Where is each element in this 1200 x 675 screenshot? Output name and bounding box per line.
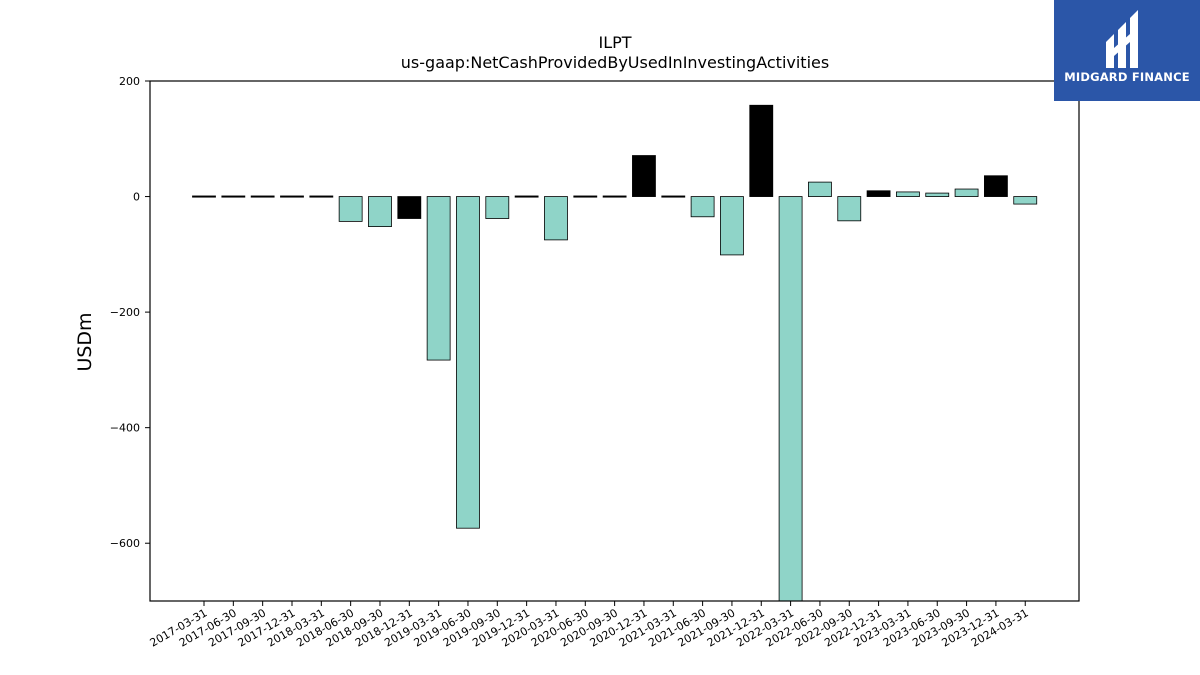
bar-2020-03-31 <box>544 196 568 241</box>
bar-2020-09-30 <box>602 195 627 198</box>
y-ticks-group: 200 0 −200 −400 −600 <box>110 75 150 550</box>
bar-2020-12-31 <box>632 155 656 197</box>
bar-2019-12-31 <box>514 195 539 198</box>
logo-text: MIDGARD FINANCE <box>1064 70 1190 84</box>
bar-2023-03-31 <box>896 191 920 197</box>
y-tick-label: −600 <box>110 537 140 550</box>
bar-2021-03-31 <box>661 195 686 198</box>
bar-2023-12-31 <box>984 175 1008 197</box>
bar-2022-12-31 <box>866 190 891 197</box>
bar-2019-03-31 <box>426 196 451 361</box>
bar-2018-09-30 <box>368 196 392 228</box>
bar-2021-06-30 <box>690 196 715 218</box>
chart-subtitle: us-gaap:NetCashProvidedByUsedInInvesting… <box>401 53 829 72</box>
bar-2024-03-31 <box>1013 196 1038 205</box>
bar-2021-09-30 <box>720 196 744 256</box>
y-tick-label: 200 <box>119 75 140 88</box>
y-tick-label: −400 <box>110 422 140 435</box>
bar-2017-06-30 <box>221 195 246 198</box>
bar-2017-12-31 <box>280 195 304 198</box>
plot-frame <box>149 80 1080 602</box>
bar-2022-09-30 <box>837 196 862 222</box>
bars-group <box>192 104 1038 602</box>
bar-2023-06-30 <box>925 192 950 197</box>
bar-2019-06-30 <box>456 196 480 529</box>
bar-2021-12-31 <box>749 104 774 197</box>
chart-title: ILPT <box>598 33 631 52</box>
bar-2019-09-30 <box>485 196 510 219</box>
bar-2022-03-31 <box>778 196 803 602</box>
y-tick-label: −200 <box>110 306 140 319</box>
bar-2017-09-30 <box>250 195 275 198</box>
bar-2020-06-30 <box>573 195 598 198</box>
bar-2018-12-31 <box>397 196 422 219</box>
y-tick-label: 0 <box>133 191 140 204</box>
bar-2022-06-30 <box>808 181 832 197</box>
x-ticks-group: 2017-03-312017-06-302017-09-302017-12-31… <box>148 601 1031 650</box>
bar-2017-03-31 <box>192 195 216 198</box>
bar-2018-03-31 <box>309 195 334 198</box>
bar-2023-09-30 <box>954 188 979 197</box>
bar-2018-06-30 <box>338 196 363 222</box>
midgard-logo-icon <box>1106 10 1138 68</box>
midgard-logo: MIDGARD FINANCE <box>1054 0 1200 101</box>
y-axis-label: USDm <box>74 312 96 371</box>
